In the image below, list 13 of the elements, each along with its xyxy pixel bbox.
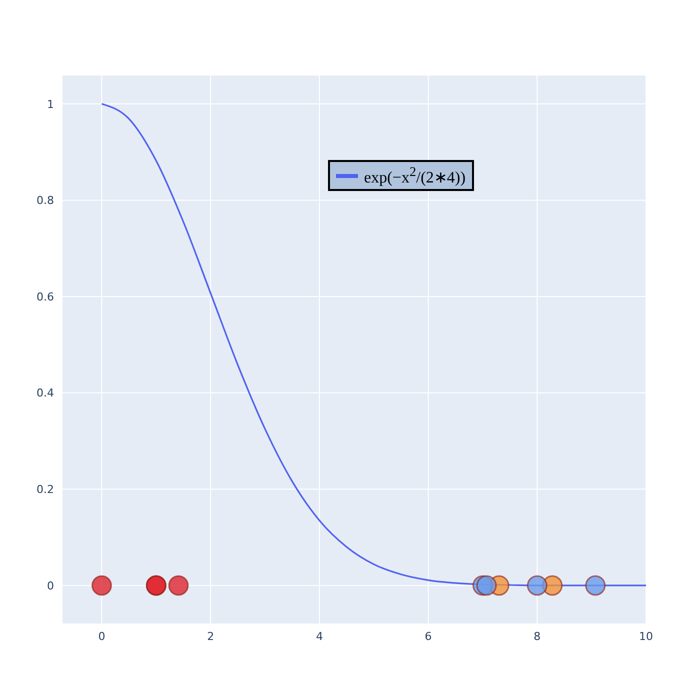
x-tick-label: 10 [639,630,653,643]
x-tick-label: 6 [424,630,432,643]
y-tick-label: 0 [47,579,54,592]
y-tick-label: 0.6 [36,290,54,304]
x-tick-label: 2 [207,630,214,643]
x-tick-label: 0 [98,630,106,643]
y-tick-label: 0.8 [36,194,54,208]
x-tick-label: 8 [534,630,541,643]
x-tick-label: 4 [316,630,323,643]
legend-label: exp(−x$^{2}$/(2∗4)) [364,164,466,188]
y-tick-label: 0.2 [36,483,54,496]
y-tick-label: 0.4 [36,386,54,400]
y-tick-label: 1 [47,98,54,111]
